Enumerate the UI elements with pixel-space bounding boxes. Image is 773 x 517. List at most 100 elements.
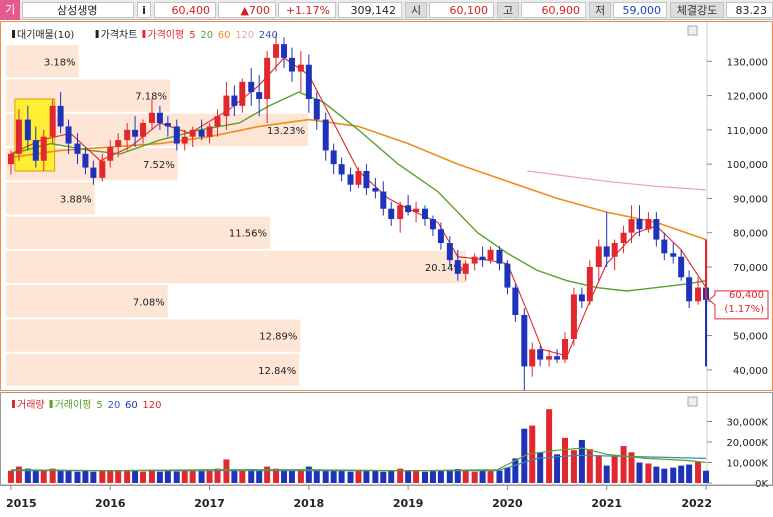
volume-bar [281, 469, 288, 483]
volume-bar [115, 470, 122, 483]
supply-band-label: 11.56% [229, 229, 267, 240]
volume-bar [264, 466, 271, 483]
low-price: 59,000 [613, 2, 667, 18]
candle-body [338, 164, 345, 175]
volume-bar [297, 469, 304, 483]
candle-body [256, 92, 263, 99]
volume-bar [305, 466, 312, 483]
low-label: 저 [589, 2, 611, 18]
chart-area: 3.18% 7.18% 13.23% 7.52% 3.88% 11.56% 20.14% 7.… [0, 21, 773, 514]
time-axis-label: 2017 [194, 497, 225, 510]
volume-bar [496, 470, 503, 483]
candle-body [422, 208, 429, 219]
candle-body [670, 253, 677, 257]
stock-name-field[interactable]: 삼성생명 [22, 2, 134, 18]
candle-body [24, 119, 31, 141]
supply-band-label: 3.88% [60, 194, 92, 205]
price-axis-label: 50,000 [733, 332, 768, 343]
volume-bar [695, 461, 702, 483]
candle-body [231, 95, 238, 106]
price-legend-item: 가격이평 [147, 28, 184, 41]
volume-bar [479, 469, 486, 483]
volume-bar [380, 471, 387, 483]
candle-body [628, 219, 635, 233]
volume-bar [206, 470, 213, 483]
price-axis-label: 130,000 [727, 57, 768, 68]
candle-body [695, 287, 702, 302]
candle-body [429, 219, 436, 230]
price-axis-label: 40,000 [733, 366, 768, 377]
info-button[interactable]: i [137, 2, 151, 18]
candle-body [198, 129, 205, 137]
volume-legend-item: 120 [142, 400, 161, 411]
stock-chart-svg[interactable]: 3.18% 7.18% 13.23% 7.52% 3.88% 11.56% 20.14% 7.… [0, 21, 773, 514]
open-price: 60,100 [429, 2, 494, 18]
volume-bar [537, 452, 544, 483]
price-axis-label: 110,000 [727, 126, 768, 137]
candle-body [686, 277, 693, 302]
candle-body [74, 143, 81, 154]
candle-body [281, 44, 288, 58]
flag-badge[interactable]: 기 [0, 0, 20, 20]
volume-bar [24, 468, 31, 483]
candle-body [189, 129, 196, 137]
volume-bar [148, 469, 155, 483]
candle-body [611, 243, 618, 257]
volume-bar [347, 471, 354, 483]
candle-body [380, 191, 387, 209]
volume-bar [670, 467, 677, 483]
volume-bar [322, 470, 329, 483]
candle-body [297, 64, 304, 72]
volume-legend-item: 5 [96, 400, 102, 411]
volume-bar [636, 462, 643, 483]
candle-body [355, 171, 362, 185]
open-label: 시 [405, 2, 427, 18]
volume-bar [140, 471, 147, 483]
volume-ma-line [10, 447, 707, 472]
volume-bar [74, 471, 81, 483]
candle-body [248, 81, 255, 93]
candle-body [99, 160, 106, 178]
supply-band-label: 12.89% [259, 332, 297, 343]
supply-band-label: 7.52% [143, 160, 175, 171]
high-price: 60,900 [521, 2, 586, 18]
candle-body [288, 57, 295, 72]
volume-bar [198, 471, 205, 483]
supply-band [6, 353, 300, 386]
volume-legend-item: 거래량 [17, 399, 45, 411]
volume-panel-close-icon[interactable] [687, 396, 698, 407]
supply-band [6, 216, 271, 249]
candle-body [82, 153, 89, 168]
candle-body [487, 249, 494, 261]
supply-band [6, 319, 301, 352]
supply-band-label: 7.18% [135, 92, 167, 103]
volume-bar [586, 449, 593, 483]
supply-band-label: 20.14% [425, 263, 463, 274]
volume-bar [256, 470, 263, 483]
price-legend-item: 대기매물(10) [17, 29, 74, 41]
volume-bar [65, 470, 72, 483]
price-axis-label: 120,000 [727, 92, 768, 103]
volume-bar [107, 470, 114, 483]
volume-bar [7, 470, 14, 483]
candle-body [132, 129, 139, 137]
candle-body [57, 105, 64, 127]
price-legend-item: 5 [189, 30, 195, 41]
volume-bar [288, 470, 295, 483]
volume-bar [57, 469, 64, 483]
candle-body [554, 356, 561, 360]
volume-bar [504, 467, 511, 483]
candle-body [645, 219, 652, 230]
high-label: 고 [497, 2, 519, 18]
volume-legend-item: 20 [108, 400, 121, 411]
candle-body [570, 294, 577, 339]
candle-body [454, 260, 461, 274]
candle-body [479, 256, 486, 261]
price-panel-close-icon[interactable] [687, 25, 698, 36]
candle-body [562, 339, 569, 360]
legend-marker [12, 400, 15, 408]
volume-bar [156, 471, 163, 483]
candle-body [264, 57, 271, 99]
volume-bar [454, 469, 461, 483]
trade-volume: 309,142 [338, 2, 402, 18]
